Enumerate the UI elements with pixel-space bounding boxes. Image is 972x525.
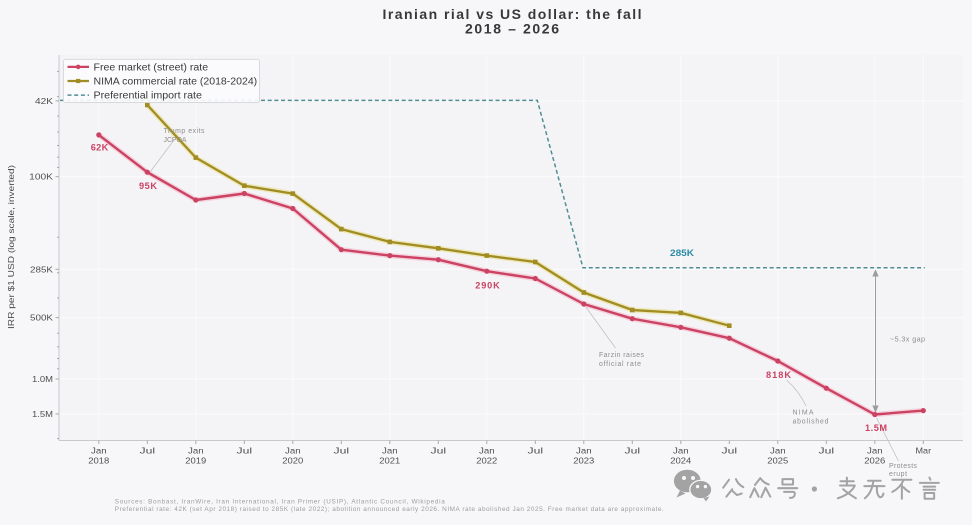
svg-text:2020: 2020 xyxy=(282,456,303,466)
svg-text:Protests: Protests xyxy=(889,463,918,470)
svg-text:Sources: Bonbast, IranWire, Ir: Sources: Bonbast, IranWire, Iran Interna… xyxy=(115,499,445,506)
svg-text:Jul: Jul xyxy=(625,446,641,456)
svg-text:IRR per $1 USD (log scale, inv: IRR per $1 USD (log scale, inverted) xyxy=(6,165,16,329)
svg-text:2026: 2026 xyxy=(864,456,885,466)
svg-text:95K: 95K xyxy=(139,181,157,191)
svg-text:NIMA: NIMA xyxy=(793,410,814,417)
svg-text:285K: 285K xyxy=(30,264,53,274)
svg-text:1.0M: 1.0M xyxy=(32,374,53,384)
svg-text:Jul: Jul xyxy=(819,446,835,456)
svg-text:abolished: abolished xyxy=(793,419,829,426)
svg-text:Jul: Jul xyxy=(237,446,253,456)
svg-text:Jul: Jul xyxy=(528,446,544,456)
svg-text:erupt: erupt xyxy=(889,471,907,478)
svg-text:2024: 2024 xyxy=(670,456,691,466)
svg-text:Jan: Jan xyxy=(479,446,495,456)
svg-text:42K: 42K xyxy=(35,96,53,106)
svg-text:Jan: Jan xyxy=(188,446,204,456)
svg-text:official rate: official rate xyxy=(599,361,641,368)
svg-text:62K: 62K xyxy=(91,143,109,153)
svg-text:Preferential import rate: Preferential import rate xyxy=(94,91,203,102)
svg-text:Jul: Jul xyxy=(140,446,156,456)
svg-text:1.5M: 1.5M xyxy=(32,409,53,419)
svg-text:~5.3x gap: ~5.3x gap xyxy=(890,335,925,344)
svg-text:Farzin raises: Farzin raises xyxy=(599,352,645,359)
svg-text:2025: 2025 xyxy=(767,456,788,466)
svg-text:818K: 818K xyxy=(766,370,791,380)
svg-text:Free market (street) rate: Free market (street) rate xyxy=(94,62,209,73)
svg-text:Jan: Jan xyxy=(673,446,689,456)
svg-text:500K: 500K xyxy=(30,313,53,323)
svg-text:2019: 2019 xyxy=(185,456,206,466)
svg-text:Jul: Jul xyxy=(722,446,738,456)
svg-text:2022: 2022 xyxy=(476,456,497,466)
svg-text:Jan: Jan xyxy=(91,446,107,456)
svg-text:Jan: Jan xyxy=(770,446,786,456)
svg-text:Jan: Jan xyxy=(285,446,301,456)
svg-text:1.5M: 1.5M xyxy=(865,423,887,433)
svg-text:JCPOA: JCPOA xyxy=(164,137,187,144)
svg-text:2018 – 2026: 2018 – 2026 xyxy=(465,21,559,37)
svg-text:Jan: Jan xyxy=(576,446,592,456)
svg-text:290K: 290K xyxy=(475,281,500,291)
svg-text:2021: 2021 xyxy=(379,456,400,466)
svg-text:2023: 2023 xyxy=(573,456,594,466)
svg-text:Trump exits: Trump exits xyxy=(164,128,206,135)
svg-text:285K: 285K xyxy=(670,248,694,258)
svg-text:Mar: Mar xyxy=(916,446,932,456)
svg-text:Jan: Jan xyxy=(867,446,883,456)
svg-text:Jul: Jul xyxy=(431,446,447,456)
svg-text:Jan: Jan xyxy=(382,446,398,456)
svg-text:2018: 2018 xyxy=(88,456,109,466)
svg-text:100K: 100K xyxy=(29,172,53,182)
svg-text:NIMA commercial rate (2018-202: NIMA commercial rate (2018-2024) xyxy=(94,76,258,87)
svg-text:Jul: Jul xyxy=(334,446,350,456)
svg-text:Iranian rial vs US dollar: the: Iranian rial vs US dollar: the fall xyxy=(383,6,642,22)
svg-text:Preferential rate: 42K (set Ap: Preferential rate: 42K (set Apr 2018) ra… xyxy=(115,506,664,513)
